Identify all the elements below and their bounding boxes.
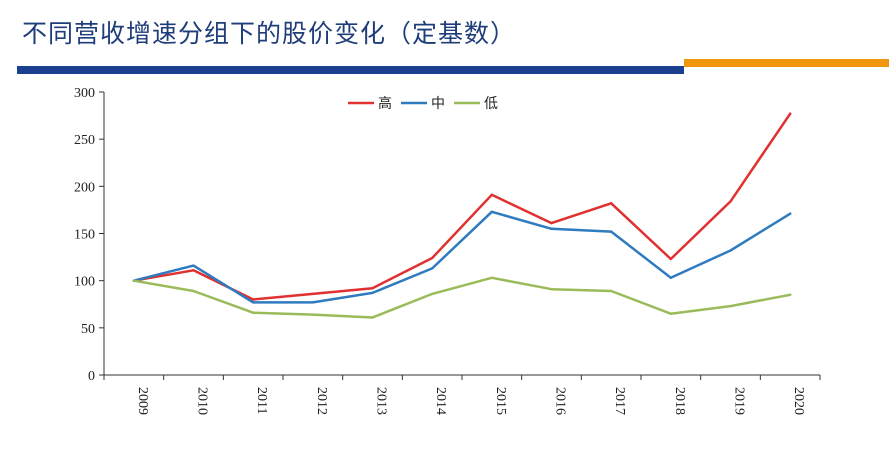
data-point — [550, 287, 553, 291]
y-tick-label: 150 — [74, 228, 95, 243]
series-line-3 — [132, 276, 792, 319]
data-point — [132, 279, 136, 282]
legend-label: 高 — [378, 95, 392, 112]
data-point — [788, 212, 792, 215]
legend-label: 中 — [431, 96, 445, 112]
data-point — [192, 264, 195, 267]
legend-label: 低 — [484, 96, 498, 112]
data-point — [251, 298, 255, 301]
data-point — [371, 287, 374, 290]
data-point — [371, 291, 374, 295]
page-title: 不同营收增速分组下的股价变化（定基数） — [22, 19, 517, 48]
data-point — [490, 210, 494, 214]
data-point — [729, 249, 732, 252]
data-point — [251, 301, 255, 304]
data-point — [609, 230, 613, 233]
x-tick-label: 2011 — [254, 387, 269, 414]
title-underline-orange — [684, 59, 889, 67]
series-line-1 — [132, 112, 792, 301]
y-tick-label: 200 — [74, 180, 95, 195]
data-point — [371, 316, 374, 319]
data-point — [311, 301, 315, 304]
data-point — [729, 200, 732, 203]
data-point — [609, 289, 613, 293]
data-point — [788, 293, 792, 297]
title-underline-blue — [17, 66, 684, 74]
x-tick-label: 2019 — [732, 387, 747, 415]
y-tick-label: 300 — [74, 86, 95, 101]
y-tick-label: 250 — [74, 133, 95, 148]
x-tick-label: 2017 — [612, 387, 627, 415]
data-point — [192, 289, 195, 293]
data-point — [788, 112, 792, 115]
data-point — [430, 256, 434, 260]
series-line-2 — [132, 210, 792, 304]
data-point — [311, 292, 315, 296]
y-tick-label: 50 — [81, 322, 95, 337]
data-point — [430, 267, 434, 270]
data-point — [550, 221, 553, 225]
data-point — [490, 193, 494, 197]
x-tick-label: 2014 — [433, 387, 448, 415]
y-tick-label: 100 — [74, 275, 95, 290]
data-point — [669, 312, 673, 315]
data-point — [669, 276, 673, 280]
x-tick-label: 2018 — [672, 387, 687, 415]
data-point — [251, 311, 255, 314]
x-tick-label: 2013 — [374, 387, 389, 415]
data-point — [430, 292, 434, 296]
x-tick-label: 2012 — [314, 387, 329, 415]
data-point — [729, 304, 732, 308]
x-tick-label: 2015 — [493, 387, 508, 415]
x-tick-label: 2016 — [553, 387, 568, 415]
data-point — [609, 202, 613, 205]
data-point — [311, 313, 315, 316]
y-tick-label: 0 — [88, 369, 95, 384]
x-tick-label: 2010 — [195, 387, 210, 415]
data-point — [669, 257, 673, 261]
data-point — [192, 269, 195, 272]
x-tick-label: 2009 — [135, 387, 150, 415]
data-point — [490, 276, 494, 280]
data-point — [550, 227, 553, 230]
x-tick-label: 2020 — [791, 387, 806, 415]
